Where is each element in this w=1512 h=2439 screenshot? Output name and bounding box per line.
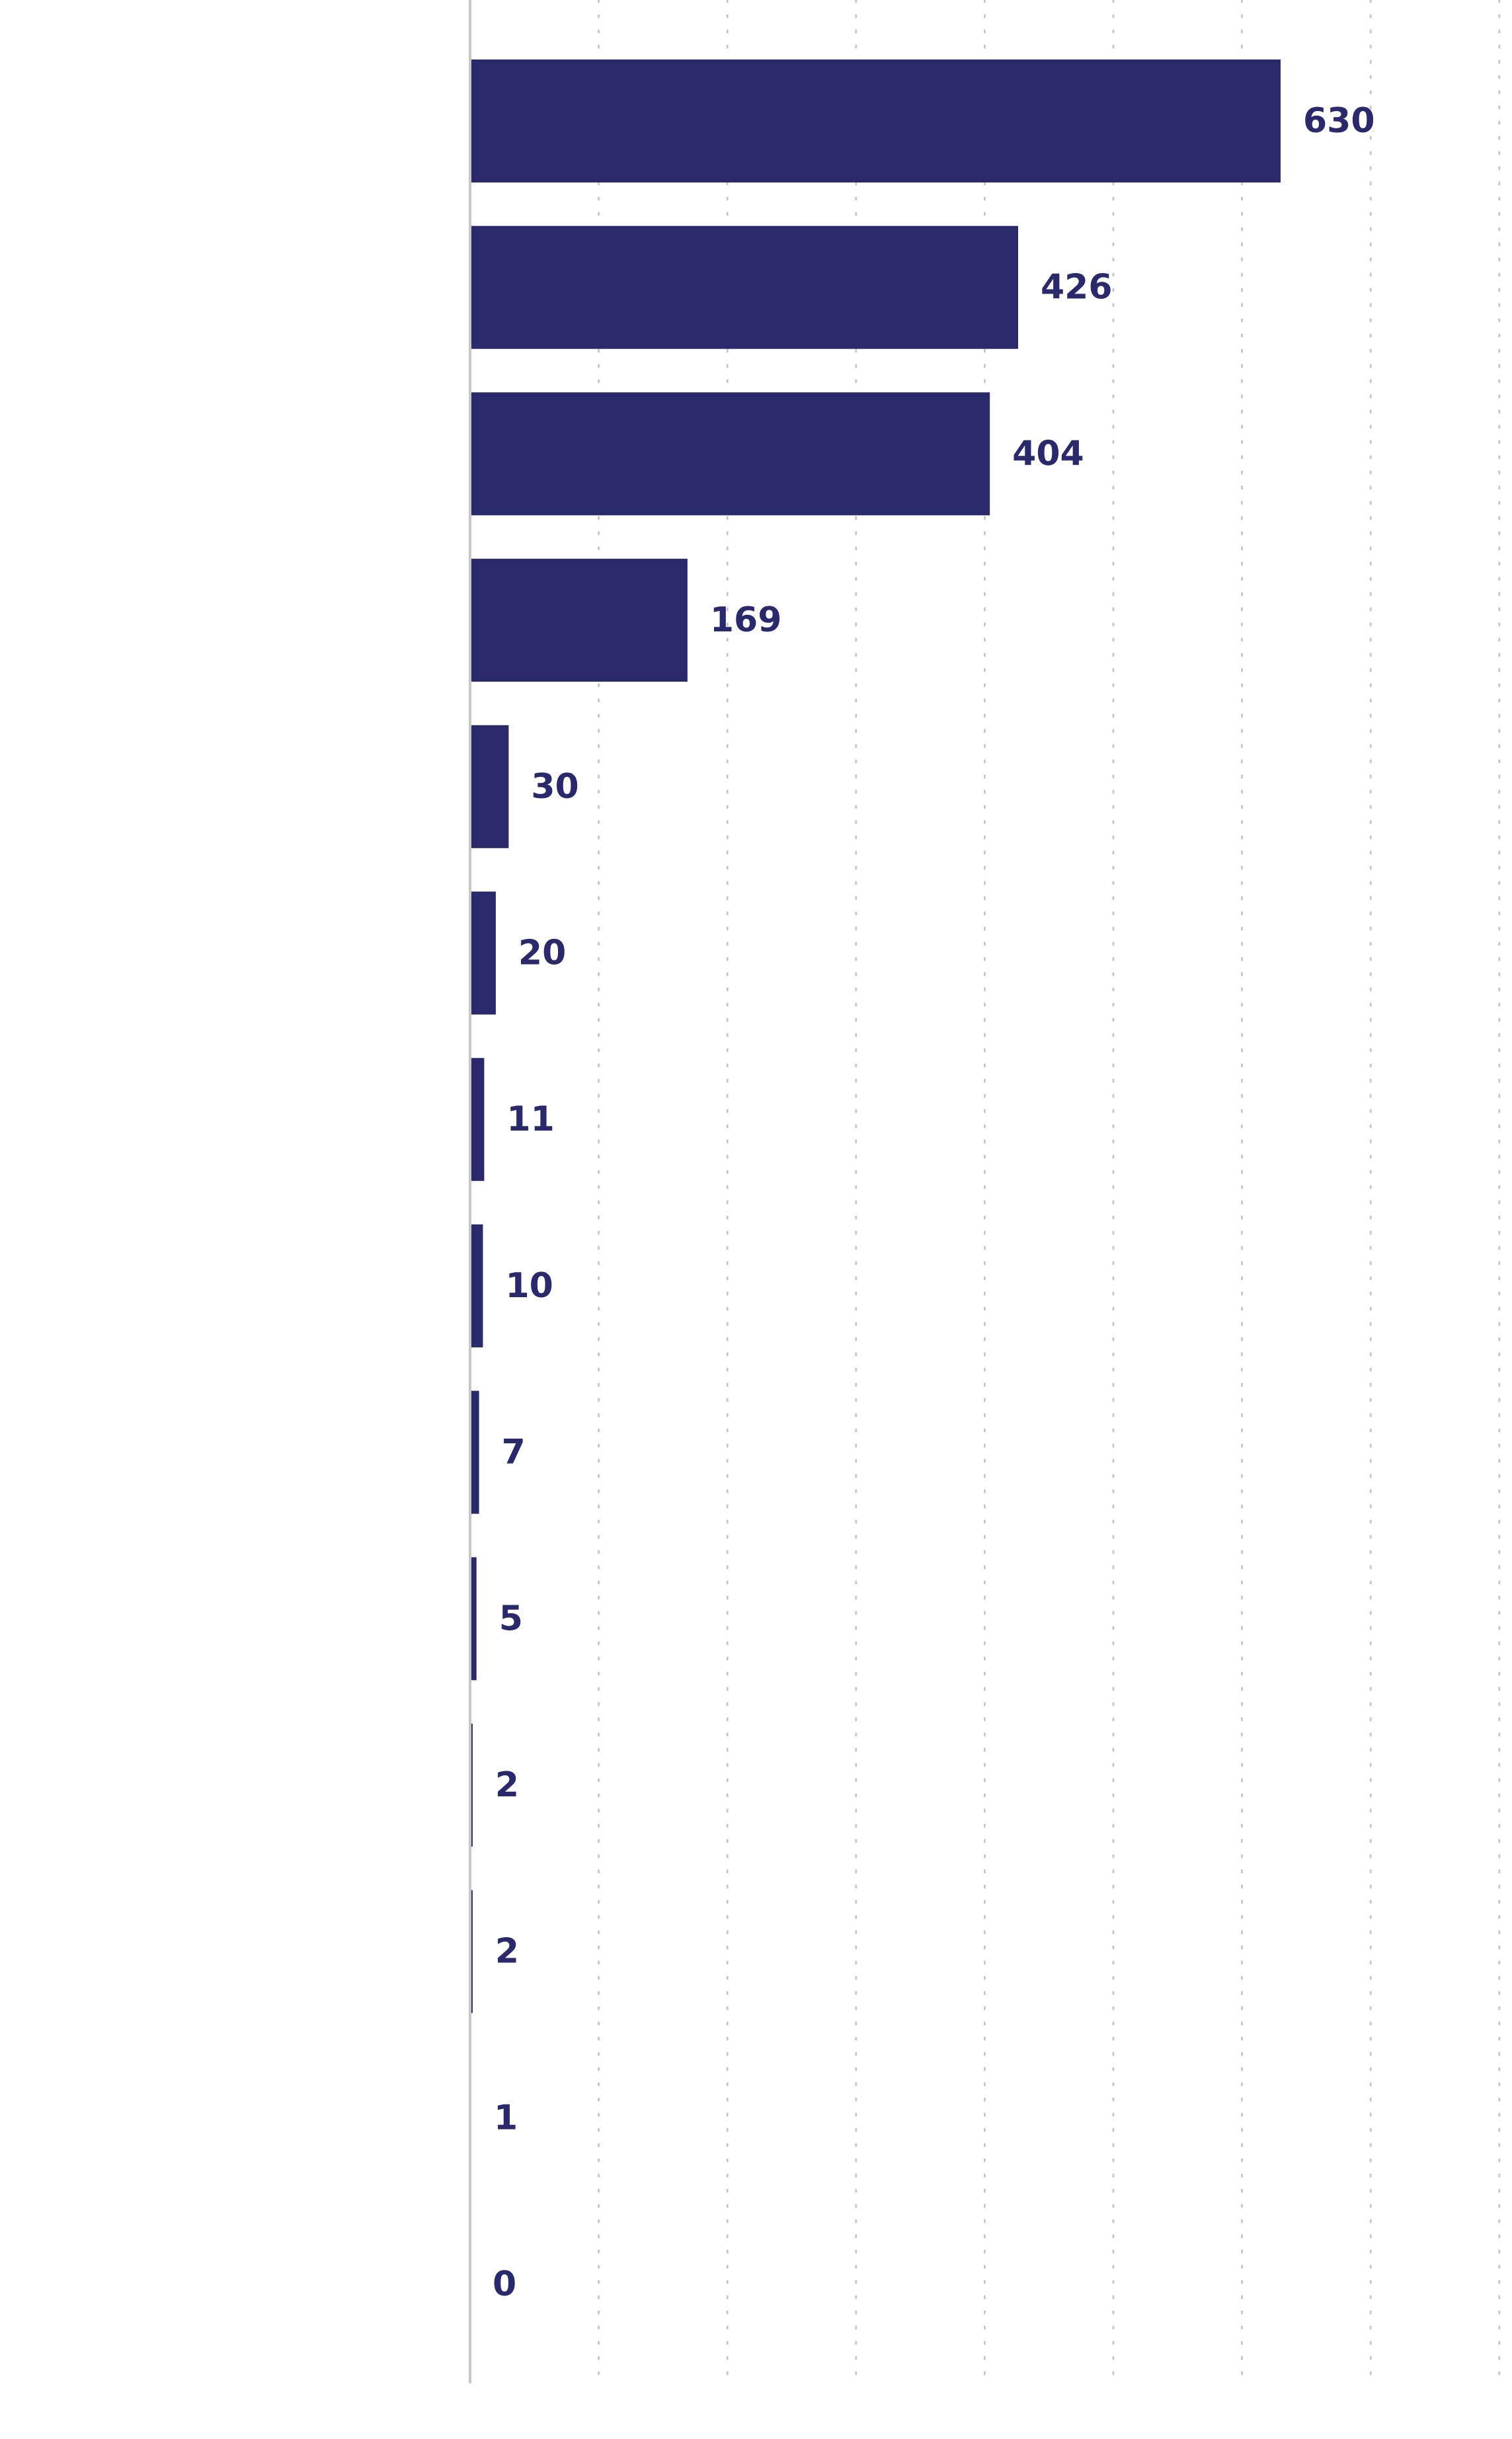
bar-value-label: 11 xyxy=(506,1100,554,1139)
bar-value-label: 0 xyxy=(493,2264,516,2304)
bar-value-label: 2 xyxy=(495,1765,519,1805)
bar xyxy=(470,60,1281,182)
bar xyxy=(470,1557,477,1681)
bar-value-label: 10 xyxy=(505,1266,553,1306)
bar-value-label: 7 xyxy=(502,1433,526,1472)
bar-value-label: 169 xyxy=(710,600,782,640)
grid-layer xyxy=(598,0,1501,2385)
bar xyxy=(470,559,688,682)
bar-value-label: 5 xyxy=(499,1599,523,1638)
bar-value-label: 20 xyxy=(518,934,566,973)
bar xyxy=(470,225,1018,349)
bar xyxy=(470,1224,483,1347)
bar-value-label: 630 xyxy=(1303,101,1375,141)
bar xyxy=(470,891,496,1015)
bar-layer xyxy=(470,60,1281,2180)
bar-value-label: 30 xyxy=(531,767,578,807)
bar xyxy=(470,1058,485,1181)
bar-value-label: 426 xyxy=(1041,268,1113,307)
bar-value-label: 1 xyxy=(494,2098,518,2138)
bar xyxy=(470,1390,479,1514)
bar-value-label: 404 xyxy=(1012,434,1084,473)
bar xyxy=(470,725,509,848)
bar xyxy=(470,392,990,516)
bar-value-label: 2 xyxy=(495,1932,519,1972)
